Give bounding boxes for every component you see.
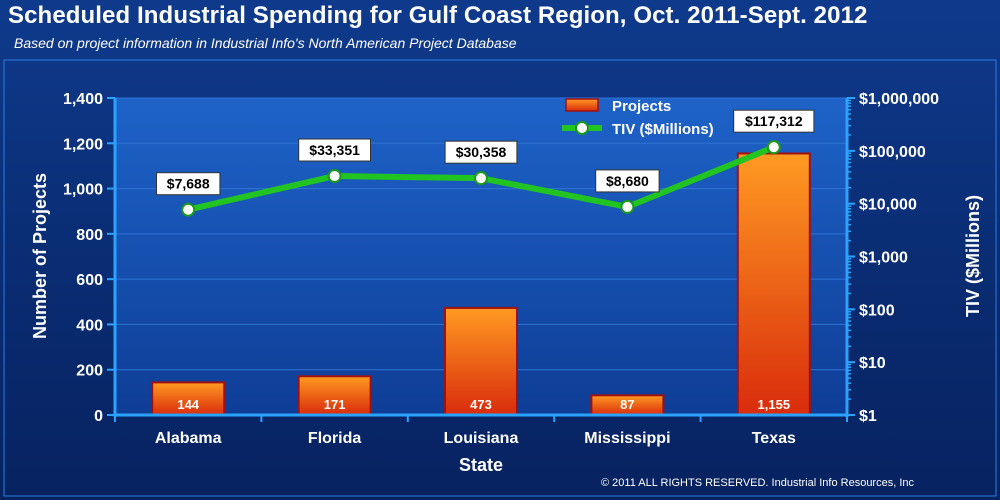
legend-label-tiv: TIV ($Millions) xyxy=(612,121,714,138)
tiv-label-box xyxy=(444,140,518,164)
tiv-label-box xyxy=(156,172,221,196)
bar-projects xyxy=(736,152,811,416)
tiv-point xyxy=(766,140,781,155)
tiv-point xyxy=(620,199,635,214)
x-tick-label: Louisiana xyxy=(444,430,519,447)
outer-frame xyxy=(3,59,997,497)
y-axis-left-title: Number of Projects xyxy=(30,173,50,339)
tiv-point xyxy=(327,169,342,184)
y-tick-label-left: 800 xyxy=(76,227,103,244)
x-axis-title: State xyxy=(459,455,503,475)
tiv-data-label: $30,358 xyxy=(456,144,507,160)
tiv-label-box xyxy=(298,138,372,162)
bar-data-label: 144 xyxy=(177,397,199,412)
y-tick-label-right: $100,000 xyxy=(859,144,926,161)
y-axis-right-title: TIV ($Millions) xyxy=(963,195,983,317)
y-tick-label-right: $10 xyxy=(859,355,886,372)
bar-data-label: 171 xyxy=(324,397,346,412)
y-tick-label-left: 1,200 xyxy=(63,136,103,153)
legend-swatch-projects xyxy=(565,98,599,112)
bar-data-label: 87 xyxy=(620,397,634,412)
y-tick-label-right: $1,000,000 xyxy=(859,91,939,108)
x-tick-label: Mississippi xyxy=(584,430,670,447)
legend-marker-tiv xyxy=(575,121,589,135)
x-tick-label: Florida xyxy=(308,430,361,447)
y-tick-label-left: 1,000 xyxy=(63,182,103,199)
bar-data-label: 1,155 xyxy=(758,397,791,412)
y-tick-label-left: 200 xyxy=(76,363,103,380)
y-tick-label-left: 1,400 xyxy=(63,91,103,108)
chart-title: Scheduled Industrial Spending for Gulf C… xyxy=(8,2,868,29)
y-tick-label-right: $1,000 xyxy=(859,250,908,267)
tiv-point xyxy=(474,171,488,186)
tiv-data-label: $8,680 xyxy=(606,173,649,189)
tiv-data-label: $33,351 xyxy=(309,142,360,158)
y-tick-label-left: 600 xyxy=(76,272,103,289)
y-tick-label-right: $1 xyxy=(859,408,877,425)
copyright-notice: © 2011 ALL RIGHTS RESERVED. Industrial I… xyxy=(601,477,914,489)
y-tick-label-right: $10,000 xyxy=(859,197,917,214)
tiv-label-box xyxy=(733,109,815,133)
x-tick-label: Texas xyxy=(752,430,796,447)
chart-subtitle: Based on project information in Industri… xyxy=(14,35,517,51)
bar-data-label: 473 xyxy=(470,397,492,412)
tiv-data-label: $117,312 xyxy=(745,113,803,129)
y-tick-label-right: $100 xyxy=(859,302,895,319)
y-tick-label-left: 400 xyxy=(76,317,103,334)
y-tick-label-left: 0 xyxy=(94,408,103,425)
x-tick-label: Alabama xyxy=(155,430,222,447)
tiv-data-label: $7,688 xyxy=(167,176,210,192)
tiv-point xyxy=(181,202,196,217)
tiv-label-box xyxy=(595,169,660,193)
legend-label-projects: Projects xyxy=(612,98,671,115)
